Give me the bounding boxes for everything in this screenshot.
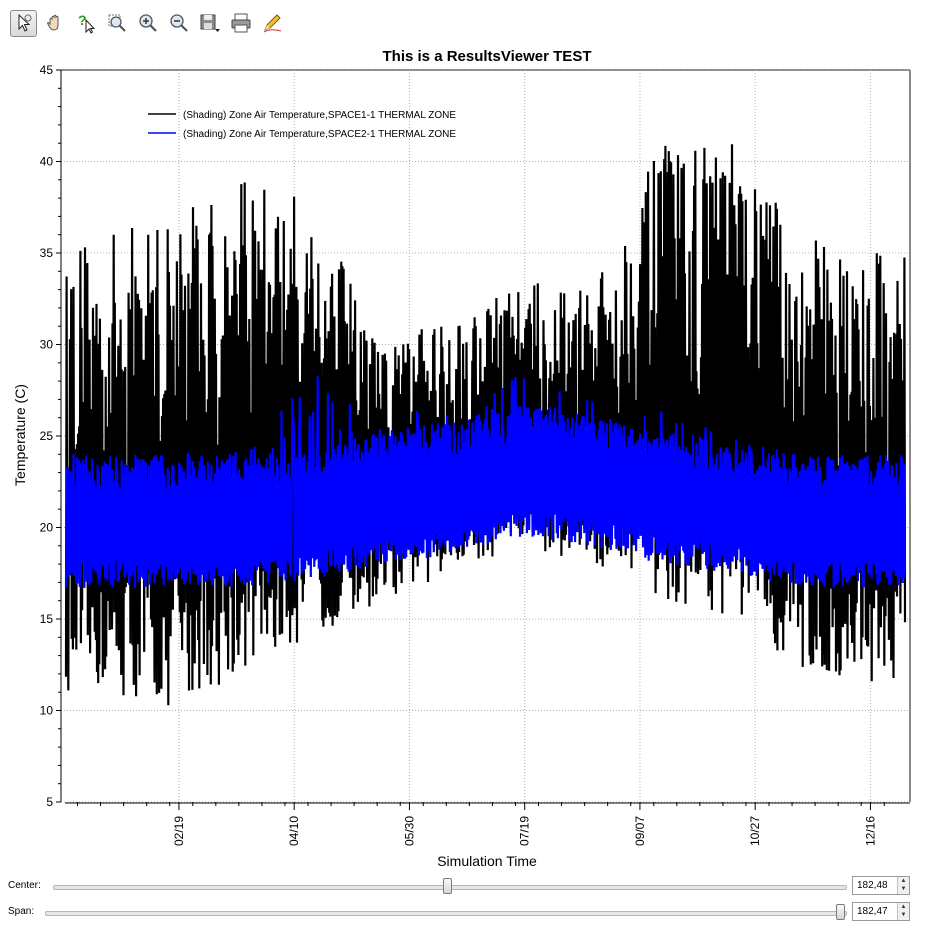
save-tool[interactable] xyxy=(196,10,223,37)
y-axis-label: Temperature (C) xyxy=(12,384,28,486)
y-tick-label: 40 xyxy=(40,155,54,169)
print-tool[interactable] xyxy=(227,10,254,37)
center-spin-arrows-icon[interactable]: ▲ ▼ xyxy=(897,877,909,894)
y-tick-label: 45 xyxy=(40,63,54,77)
printer-icon xyxy=(231,13,250,33)
y-tick-label: 30 xyxy=(40,338,54,352)
span-spinbox[interactable]: 182,47 ▲ ▼ xyxy=(852,902,910,921)
zoom-in-tool[interactable] xyxy=(134,10,161,37)
span-label: Span: xyxy=(8,906,35,917)
x-tick-label: 12/16 xyxy=(863,816,877,846)
pan-tool[interactable] xyxy=(41,10,68,37)
pencil-icon xyxy=(263,14,281,33)
edit-tool[interactable] xyxy=(258,10,285,37)
select-tool[interactable] xyxy=(10,9,37,37)
zoom-in-icon xyxy=(138,14,157,32)
span-slider-handle[interactable] xyxy=(836,904,845,920)
center-label: Center: xyxy=(8,880,41,891)
y-tick-label: 15 xyxy=(40,612,54,626)
x-tick-label: 05/30 xyxy=(402,816,416,846)
center-control: Center: 182,48 ▲ ▼ xyxy=(0,876,925,898)
center-spinbox[interactable]: 182,48 ▲ ▼ xyxy=(852,876,910,895)
x-tick-label: 04/10 xyxy=(287,816,301,846)
y-tick-label: 10 xyxy=(40,704,54,718)
x-tick-label: 02/19 xyxy=(172,816,186,846)
center-slider-handle[interactable] xyxy=(443,878,452,894)
x-tick-label: 09/07 xyxy=(633,816,647,846)
span-spin-arrows-icon[interactable]: ▲ ▼ xyxy=(897,903,909,920)
chart-area: This is a ResultsViewer TEST 5 10 15 20 25 30… xyxy=(12,48,911,869)
span-slider-track[interactable] xyxy=(45,911,847,916)
x-tick-label: 10/27 xyxy=(748,816,762,846)
x-tick-label: 07/19 xyxy=(518,816,532,846)
save-dropdown-icon xyxy=(200,14,220,32)
plot-toolbar: ? xyxy=(10,8,285,38)
zoom-box-icon xyxy=(108,14,126,32)
whats-this-tool[interactable]: ? xyxy=(72,10,99,37)
y-tick-label: 25 xyxy=(40,429,54,443)
legend-entry-1: (Shading) Zone Air Temperature,SPACE1-1 … xyxy=(183,110,456,121)
svg-text:?: ? xyxy=(78,12,87,28)
span-control: Span: 182,47 ▲ ▼ xyxy=(0,902,925,924)
legend-entry-2: (Shading) Zone Air Temperature,SPACE2-1 … xyxy=(183,129,456,140)
chart-title: This is a ResultsViewer TEST xyxy=(383,48,592,65)
y-tick-label: 5 xyxy=(46,795,53,809)
series-line-2 xyxy=(64,376,907,588)
zoom-box-tool[interactable] xyxy=(103,10,130,37)
center-value: 182,48 xyxy=(857,880,888,891)
help-pointer-icon: ? xyxy=(78,12,95,34)
zoom-out-tool[interactable] xyxy=(165,10,192,37)
y-tick-label: 20 xyxy=(40,521,54,535)
pointer-icon xyxy=(18,13,31,32)
span-value: 182,47 xyxy=(857,906,888,917)
hand-icon xyxy=(46,14,58,31)
x-axis-label: Simulation Time xyxy=(437,853,537,869)
zoom-out-icon xyxy=(169,14,188,32)
y-tick-label: 35 xyxy=(40,246,54,260)
